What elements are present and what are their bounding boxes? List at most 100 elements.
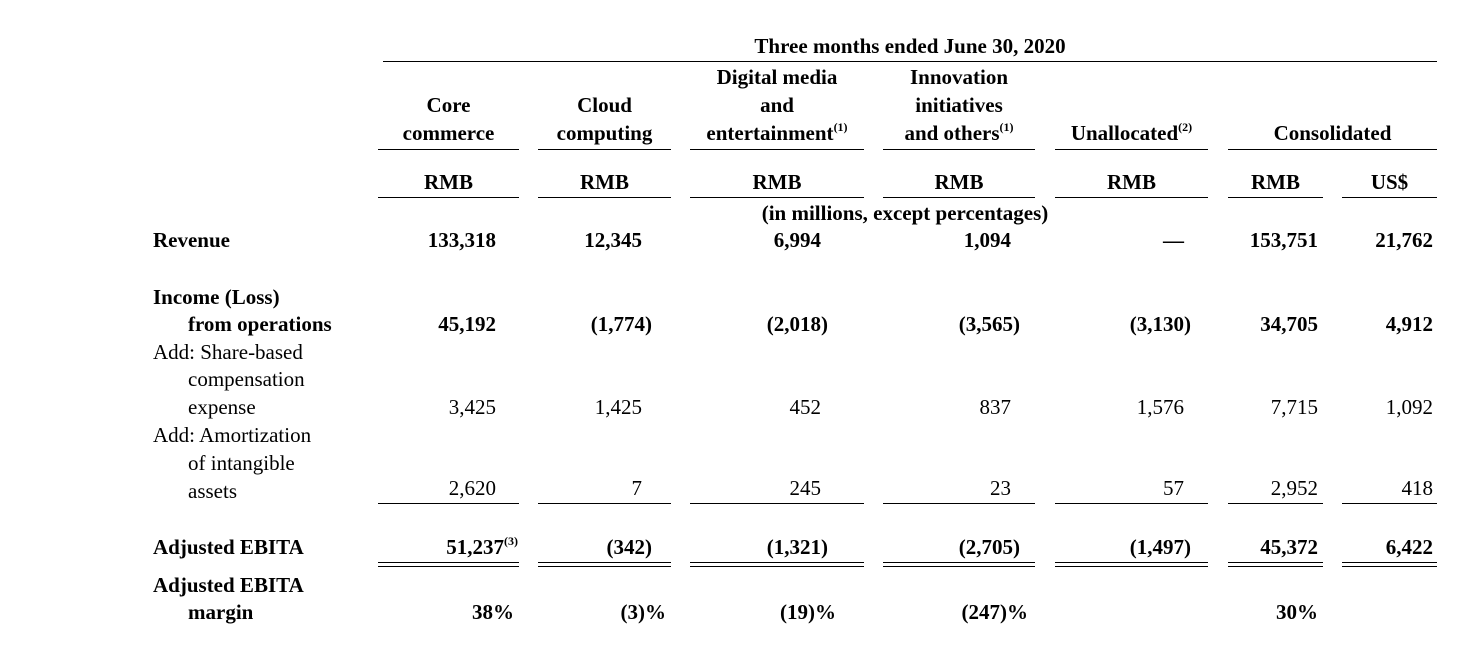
margin-innovation: (247)% xyxy=(961,600,1029,624)
ebita-core: 51,237(3) xyxy=(378,534,518,561)
currency-underline xyxy=(1055,197,1208,198)
currency-underline xyxy=(538,197,671,198)
footnote-1-marker: (1) xyxy=(999,120,1014,134)
income-unallocated: (3,130) xyxy=(1129,312,1191,336)
income-consolidated-usd: 4,912 xyxy=(1385,312,1433,336)
currency-innovation: RMB xyxy=(934,170,984,194)
header-core-line2: commerce xyxy=(402,121,495,145)
income-cloud: (1,774) xyxy=(590,312,652,336)
currency-core: RMB xyxy=(424,170,473,194)
amort-consolidated-rmb: 2,952 xyxy=(1270,476,1318,500)
revenue-cloud: 12,345 xyxy=(584,228,642,252)
currency-underline xyxy=(378,197,519,198)
subtotal-rule xyxy=(1055,503,1208,504)
currency-underline xyxy=(1342,197,1437,198)
amort-innovation: 23 xyxy=(990,476,1011,500)
total-double-rule xyxy=(883,562,1035,567)
header-digital-text: entertainment xyxy=(706,121,834,145)
amort-cloud: 7 xyxy=(631,476,643,500)
row-label-amort-line2: of intangible xyxy=(188,451,295,475)
title-underline xyxy=(383,61,1437,62)
row-label-revenue: Revenue xyxy=(153,228,230,252)
total-double-rule xyxy=(1055,562,1208,567)
header-digital-line2: and xyxy=(760,93,794,117)
header-unallocated: Unallocated(2) xyxy=(1055,120,1208,147)
row-label-margin-line1: Adjusted EBITA xyxy=(153,573,304,597)
currency-underline xyxy=(690,197,864,198)
sbc-cloud: 1,425 xyxy=(594,395,642,419)
header-unallocated-text: Unallocated xyxy=(1070,121,1179,145)
currency-unallocated: RMB xyxy=(1107,170,1156,194)
sbc-consolidated-usd: 1,092 xyxy=(1385,395,1433,419)
ebita-core-value: 51,237 xyxy=(446,535,504,559)
row-label-amort-line3: assets xyxy=(188,479,237,503)
currency-consolidated-usd: US$ xyxy=(1370,170,1409,194)
header-innovation-line3: and others(1) xyxy=(883,120,1035,147)
header-innovation-underline xyxy=(883,149,1035,150)
amort-core: 2,620 xyxy=(448,476,496,500)
total-double-rule xyxy=(1228,562,1323,567)
header-unallocated-underline xyxy=(1055,149,1208,150)
header-digital-line1: Digital media xyxy=(716,65,838,89)
footnote-3-marker: (3) xyxy=(504,534,518,548)
margin-core: 38% xyxy=(472,600,514,624)
currency-cloud: RMB xyxy=(580,170,629,194)
sbc-unallocated: 1,576 xyxy=(1136,395,1184,419)
income-consolidated-rmb: 34,705 xyxy=(1260,312,1318,336)
sbc-consolidated-rmb: 7,715 xyxy=(1270,395,1318,419)
income-innovation: (3,565) xyxy=(958,312,1020,336)
ebita-consolidated-rmb: 45,372 xyxy=(1260,535,1318,559)
sbc-innovation: 837 xyxy=(979,395,1012,419)
footnote-2-marker: (2) xyxy=(1178,120,1193,134)
total-double-rule xyxy=(1342,562,1437,567)
revenue-consolidated-usd: 21,762 xyxy=(1375,228,1433,252)
currency-underline xyxy=(883,197,1035,198)
revenue-core: 133,318 xyxy=(427,228,496,252)
total-double-rule xyxy=(538,562,671,567)
subtotal-rule xyxy=(538,503,671,504)
row-label-income-line2: from operations xyxy=(188,312,332,336)
header-digital-line3: entertainment(1) xyxy=(690,120,864,147)
currency-digital: RMB xyxy=(752,170,802,194)
revenue-unallocated: — xyxy=(1163,228,1184,252)
margin-cloud: (3)% xyxy=(620,600,667,624)
header-innovation-line2: initiatives xyxy=(915,93,1003,117)
header-digital-underline xyxy=(690,149,864,150)
row-label-ebita: Adjusted EBITA xyxy=(153,535,304,559)
revenue-consolidated-rmb: 153,751 xyxy=(1249,228,1318,252)
subtotal-rule xyxy=(690,503,864,504)
income-core: 45,192 xyxy=(438,312,496,336)
amort-unallocated: 57 xyxy=(1163,476,1184,500)
footnote-1-marker: (1) xyxy=(833,120,848,134)
header-cloud-underline xyxy=(538,149,671,150)
amort-consolidated-usd: 418 xyxy=(1401,476,1434,500)
header-cloud-line1: Cloud xyxy=(577,93,632,117)
subtotal-rule xyxy=(1342,503,1437,504)
row-label-sbc-line2: compensation xyxy=(188,367,305,391)
margin-consolidated-rmb: 30% xyxy=(1276,600,1318,624)
subtotal-rule xyxy=(883,503,1035,504)
revenue-innovation: 1,094 xyxy=(963,228,1011,252)
total-double-rule xyxy=(690,562,864,567)
revenue-digital: 6,994 xyxy=(773,228,821,252)
subtotal-rule xyxy=(378,503,519,504)
header-consolidated: Consolidated xyxy=(1273,121,1392,145)
row-label-margin-line2: margin xyxy=(188,600,254,624)
row-label-sbc-line3: expense xyxy=(188,395,256,419)
currency-underline xyxy=(1228,197,1323,198)
row-label-sbc-line1: Add: Share-based xyxy=(153,340,303,364)
ebita-consolidated-usd: 6,422 xyxy=(1385,535,1433,559)
header-core-line1: Core xyxy=(426,93,471,117)
header-innovation-line1: Innovation xyxy=(909,65,1009,89)
ebita-digital: (1,321) xyxy=(766,535,828,559)
row-label-income-line1: Income (Loss) xyxy=(153,285,280,309)
margin-digital: (19)% xyxy=(780,600,836,624)
header-cloud-line2: computing xyxy=(556,121,653,145)
header-core-underline xyxy=(378,149,519,150)
row-label-amort-line1: Add: Amortization xyxy=(153,423,312,447)
sbc-core: 3,425 xyxy=(448,395,496,419)
subtotal-rule xyxy=(1228,503,1323,504)
ebita-unallocated: (1,497) xyxy=(1129,535,1191,559)
header-innovation-text: and others xyxy=(904,121,1000,145)
total-double-rule xyxy=(378,562,519,567)
